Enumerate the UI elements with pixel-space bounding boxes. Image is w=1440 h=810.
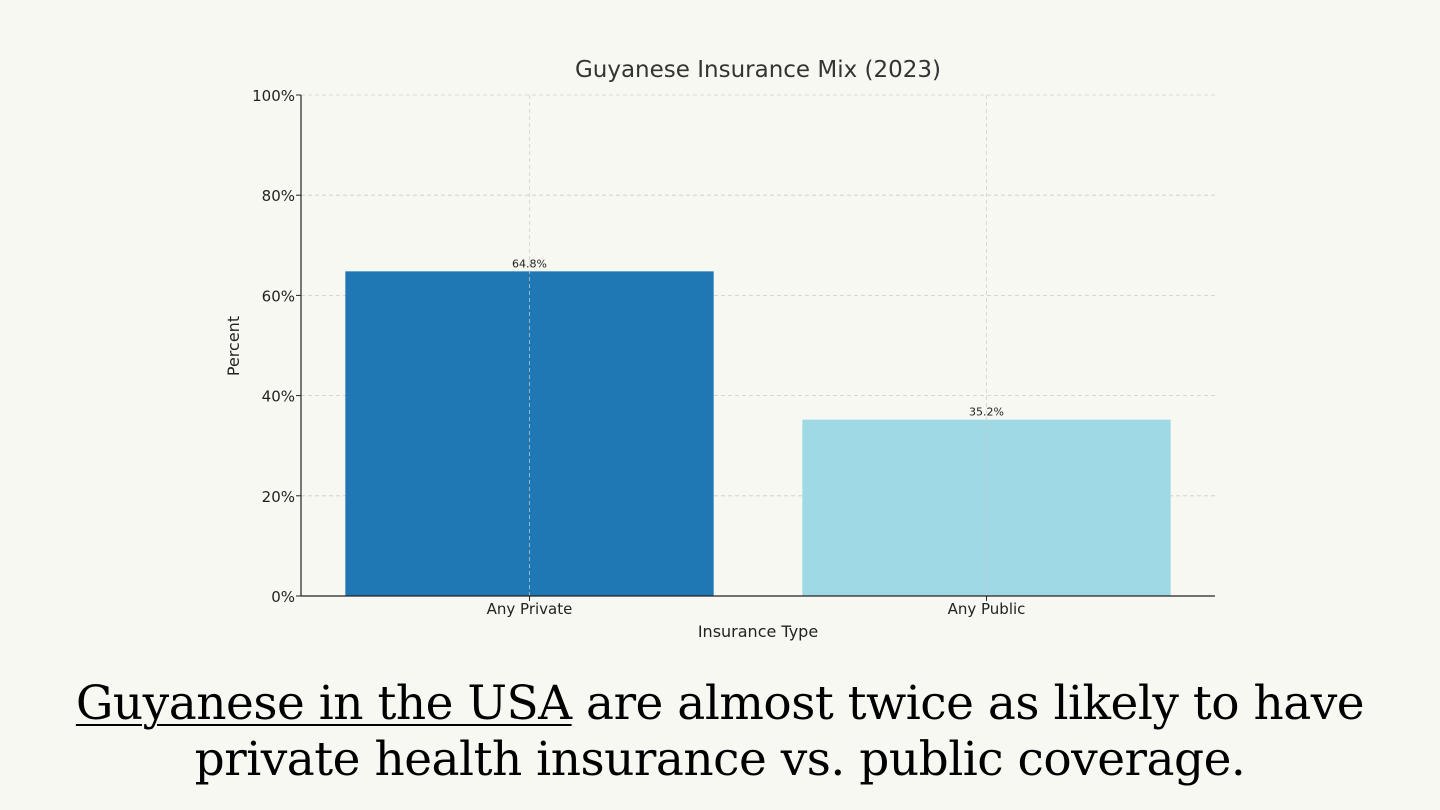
grid — [301, 94, 1215, 497]
bars: 64.8%35.2% — [345, 95, 1171, 596]
guyanese-usa-link[interactable]: Guyanese in the USA — [75, 676, 572, 731]
x-tick-label: Any Private — [487, 600, 573, 618]
bar-chart: 64.8%35.2% 0% 20% 40% 60% 80% 100% Any Private… — [224, 57, 1215, 641]
y-tick-label: 20% — [262, 488, 295, 506]
caption-line-2: private health insurance vs. public cove… — [194, 732, 1246, 787]
y-tick-label: 60% — [262, 287, 295, 305]
chart-container: 64.8% 35.2% 0% 20% 40% 60% 80% 100% Any Private… — [224, 57, 1215, 641]
x-tick-label: Any Public — [948, 600, 1026, 618]
axes: 0% 20% 40% 60% 80% 100% Any Private Any Public — [252, 87, 1215, 618]
x-axis-label: Insurance Type — [698, 622, 818, 641]
caption: Guyanese in the USA are almost twice as … — [0, 676, 1440, 788]
caption-line-1-text: are almost twice as likely to have — [571, 676, 1365, 731]
y-tick-label: 80% — [262, 187, 295, 205]
y-axis-label: Percent — [224, 316, 243, 376]
y-tick-label: 100% — [252, 87, 295, 105]
caption-line-1: Guyanese in the USA are almost twice as … — [0, 676, 1440, 732]
chart-title: Guyanese Insurance Mix (2023) — [575, 57, 941, 83]
y-tick-label: 0% — [271, 588, 295, 606]
y-tick-label: 40% — [262, 388, 295, 406]
